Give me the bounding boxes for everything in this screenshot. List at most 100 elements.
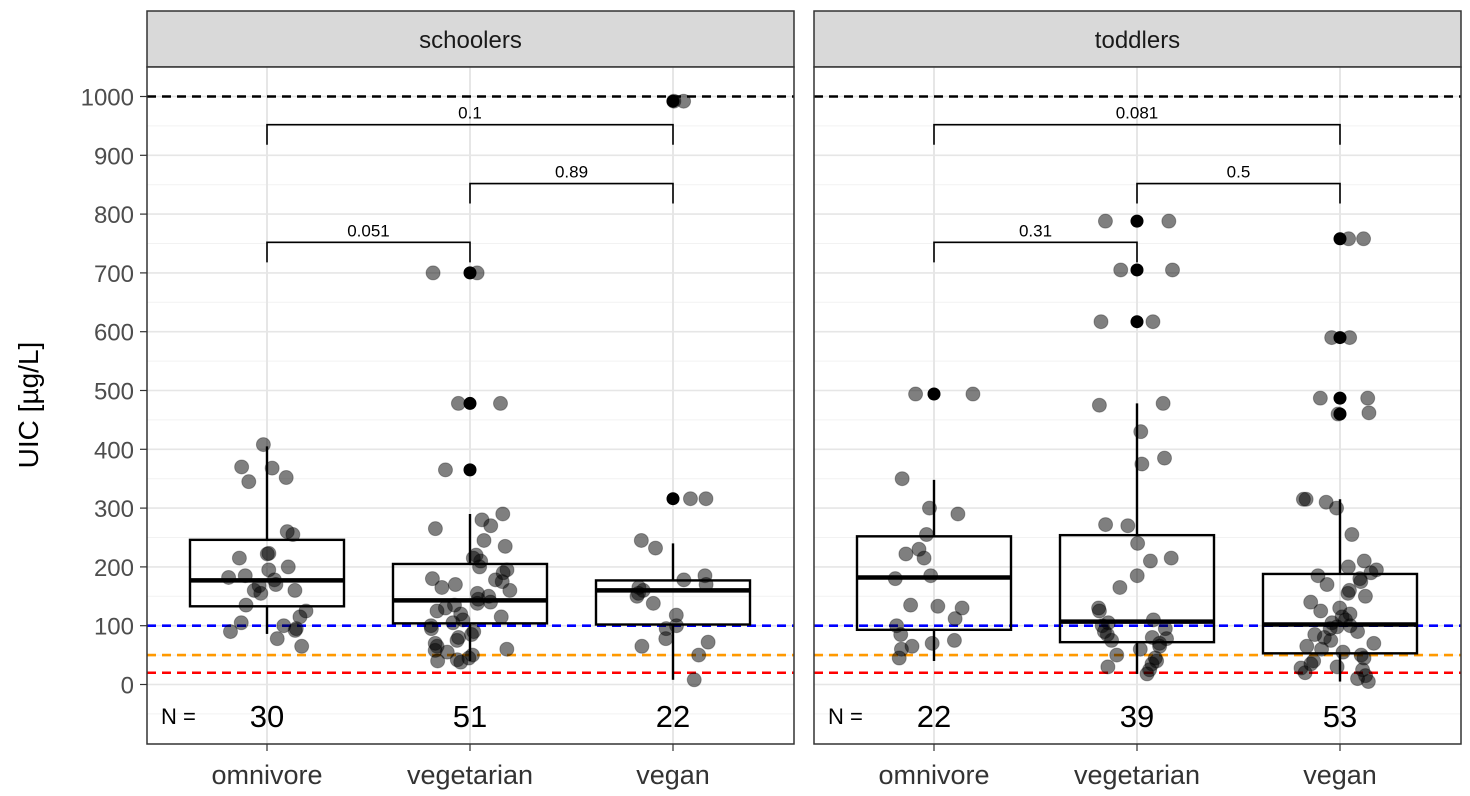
- data-point: [1303, 594, 1319, 610]
- x-tick-label: vegetarian: [1074, 760, 1200, 790]
- data-point: [234, 459, 250, 475]
- x-tick-label: omnivore: [878, 760, 989, 790]
- data-point: [261, 545, 277, 561]
- data-point: [1129, 568, 1145, 584]
- data-point: [916, 550, 932, 566]
- data-point: [894, 471, 910, 487]
- data-point: [1104, 632, 1120, 648]
- data-point: [676, 572, 692, 588]
- data-point: [1156, 450, 1172, 466]
- data-point: [279, 524, 295, 540]
- y-tick-label: 500: [94, 379, 134, 406]
- data-point: [965, 386, 981, 402]
- data-point: [429, 603, 445, 619]
- box-omnivore: [188, 446, 346, 634]
- data-point: [447, 577, 463, 593]
- y-tick-label: 700: [94, 261, 134, 288]
- data-point: [1130, 535, 1146, 551]
- strip-title: schoolers: [419, 27, 522, 54]
- data-point: [923, 568, 939, 584]
- data-point: [1313, 603, 1329, 619]
- data-point: [691, 647, 707, 663]
- data-point: [449, 632, 465, 648]
- n-value: 22: [917, 699, 951, 734]
- data-point: [233, 615, 249, 631]
- data-point: [483, 594, 499, 610]
- data-point: [437, 462, 453, 478]
- data-point: [898, 546, 914, 562]
- y-tick-label: 600: [94, 320, 134, 347]
- data-point: [1109, 647, 1125, 663]
- box-vegetarian: [1058, 403, 1216, 674]
- data-point: [269, 631, 285, 647]
- data-point: [493, 609, 509, 625]
- data-point: [237, 568, 253, 584]
- data-point: [1357, 588, 1373, 604]
- y-axis: 0 100 200 300 400 500 600 700 800 900 1000: [81, 85, 147, 700]
- outlier-point: [666, 492, 680, 506]
- bracket-line: [933, 241, 1138, 263]
- data-point: [645, 595, 661, 611]
- data-point: [497, 538, 513, 554]
- outlier-point: [1130, 315, 1144, 329]
- data-point: [1310, 568, 1326, 584]
- n-value: 51: [453, 699, 487, 734]
- data-point: [1350, 624, 1366, 640]
- data-point: [634, 638, 650, 654]
- outlier-point: [1333, 391, 1347, 405]
- data-point: [891, 650, 907, 666]
- data-point: [1356, 553, 1372, 569]
- data-point: [903, 597, 919, 613]
- y-tick-label: 1000: [81, 85, 134, 112]
- data-point: [264, 460, 280, 476]
- data-point: [1163, 550, 1179, 566]
- comparison-bracket: 0.31: [933, 221, 1138, 263]
- data-point: [1100, 659, 1116, 675]
- data-point: [476, 532, 492, 548]
- data-point: [469, 595, 485, 611]
- data-point: [1112, 579, 1128, 595]
- data-point: [231, 550, 247, 566]
- data-point: [1098, 517, 1114, 533]
- data-point: [1297, 665, 1313, 681]
- y-tick-label: 100: [94, 614, 134, 641]
- data-point: [469, 265, 485, 281]
- data-point: [439, 644, 455, 660]
- data-point: [658, 631, 674, 647]
- data-point: [450, 395, 466, 411]
- data-point: [492, 395, 508, 411]
- data-point: [686, 672, 702, 688]
- y-tick-label: 200: [94, 555, 134, 582]
- n-value: 39: [1120, 699, 1154, 734]
- data-point: [430, 653, 446, 669]
- data-point: [1312, 390, 1328, 406]
- data-point: [1324, 330, 1340, 346]
- data-point: [287, 582, 303, 598]
- data-point: [1113, 262, 1129, 278]
- p-value-label: 0.89: [555, 163, 588, 182]
- data-point: [1091, 603, 1107, 619]
- data-point: [946, 632, 962, 648]
- data-point: [453, 654, 469, 670]
- box-iqr: [1058, 533, 1216, 644]
- comparison-bracket: 0.5: [1136, 163, 1341, 204]
- data-point: [1340, 559, 1356, 575]
- data-point: [268, 577, 284, 593]
- data-point: [472, 559, 488, 575]
- data-point: [1165, 262, 1181, 278]
- data-point: [954, 600, 970, 616]
- p-value-label: 0.1: [458, 104, 482, 123]
- y-tick-label: 800: [94, 202, 134, 229]
- data-point: [629, 588, 645, 604]
- n-value: 30: [250, 699, 284, 734]
- data-point: [483, 518, 499, 534]
- data-point: [464, 627, 480, 643]
- data-point: [1361, 405, 1377, 421]
- strip-title: toddlers: [1095, 27, 1180, 54]
- n-label: N =: [161, 704, 196, 729]
- data-point: [292, 609, 308, 625]
- bracket-line: [469, 182, 674, 204]
- data-point: [908, 386, 924, 402]
- data-point: [1353, 574, 1369, 590]
